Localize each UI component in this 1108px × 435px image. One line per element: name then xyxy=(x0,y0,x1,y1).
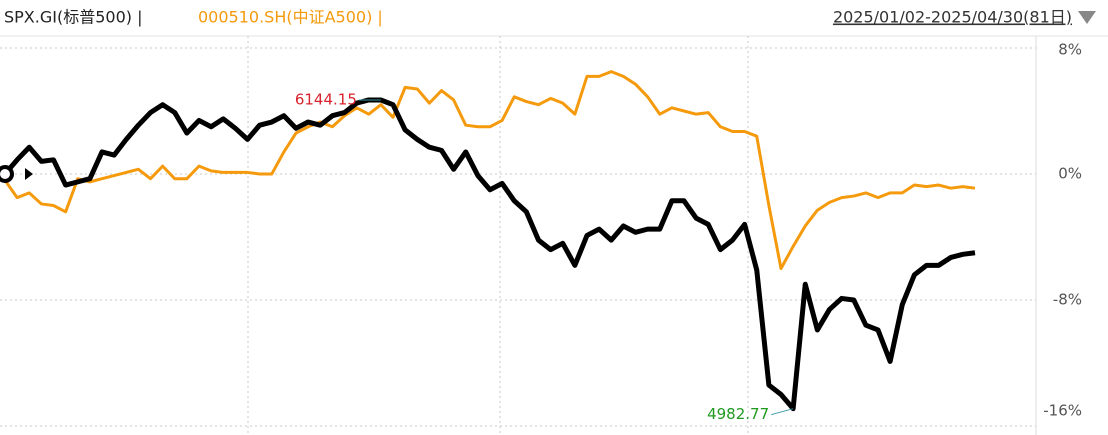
annotation-label: 6144.15 xyxy=(295,90,357,108)
series-header: SPX.GI(标普500) | xyxy=(4,8,142,27)
annotation-label: 4982.77 xyxy=(707,405,769,423)
dropdown-arrow[interactable] xyxy=(1078,11,1096,24)
y-tick-label: 0% xyxy=(1058,165,1082,183)
series-line xyxy=(3,70,976,270)
annotation-leader xyxy=(770,408,794,416)
month-grid xyxy=(247,36,749,435)
series-line xyxy=(3,97,976,412)
start-arrow xyxy=(25,168,33,180)
y-tick-label: -8% xyxy=(1053,291,1082,309)
series-header: 000510.SH(中证A500) | xyxy=(198,8,383,27)
start-marker xyxy=(0,165,14,183)
y-tick-label: 8% xyxy=(1058,41,1082,59)
y-tick-label: -16% xyxy=(1043,402,1082,420)
date-range[interactable]: 2025/01/02-2025/04/30(81日) xyxy=(833,8,1072,27)
